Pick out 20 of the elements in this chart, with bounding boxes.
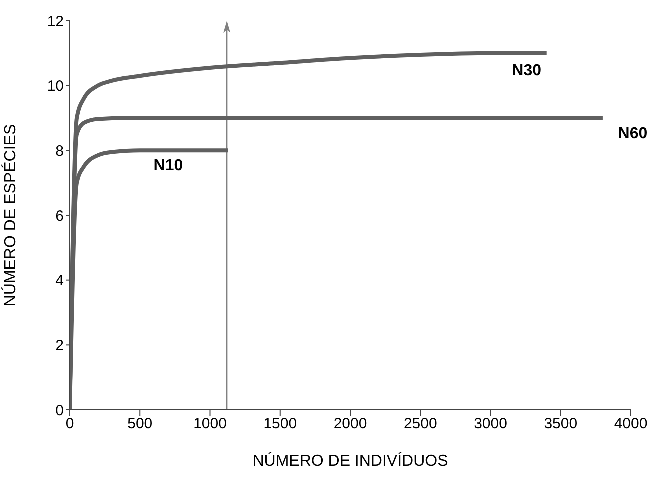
series-label: N60 xyxy=(618,125,648,142)
y-tick-label: 8 xyxy=(56,142,64,160)
x-tick-label: 2500 xyxy=(404,416,438,433)
y-tick-label: 2 xyxy=(56,337,64,354)
x-tick-label: 1000 xyxy=(194,416,227,433)
series-label: N30 xyxy=(512,62,542,80)
x-tick-label: 2000 xyxy=(334,416,368,433)
y-tick-label: 4 xyxy=(56,272,64,290)
y-axis-title: NÚMERO DE ESPÉCIES xyxy=(2,124,20,307)
y-tick-label: 10 xyxy=(47,78,64,96)
x-tick-label: 1500 xyxy=(264,416,298,433)
series-label: N10 xyxy=(154,158,184,175)
x-tick-label: 3000 xyxy=(474,416,508,433)
x-tick-label: 4000 xyxy=(614,416,648,433)
x-axis-title: NÚMERO DE INDIVÍDUOS xyxy=(252,452,448,470)
y-tick-label: 12 xyxy=(47,13,64,30)
x-tick-label: 3500 xyxy=(544,416,578,433)
x-tick-label: 500 xyxy=(128,416,153,433)
y-tick-label: 6 xyxy=(56,208,64,225)
y-tick-label: 0 xyxy=(56,402,64,420)
